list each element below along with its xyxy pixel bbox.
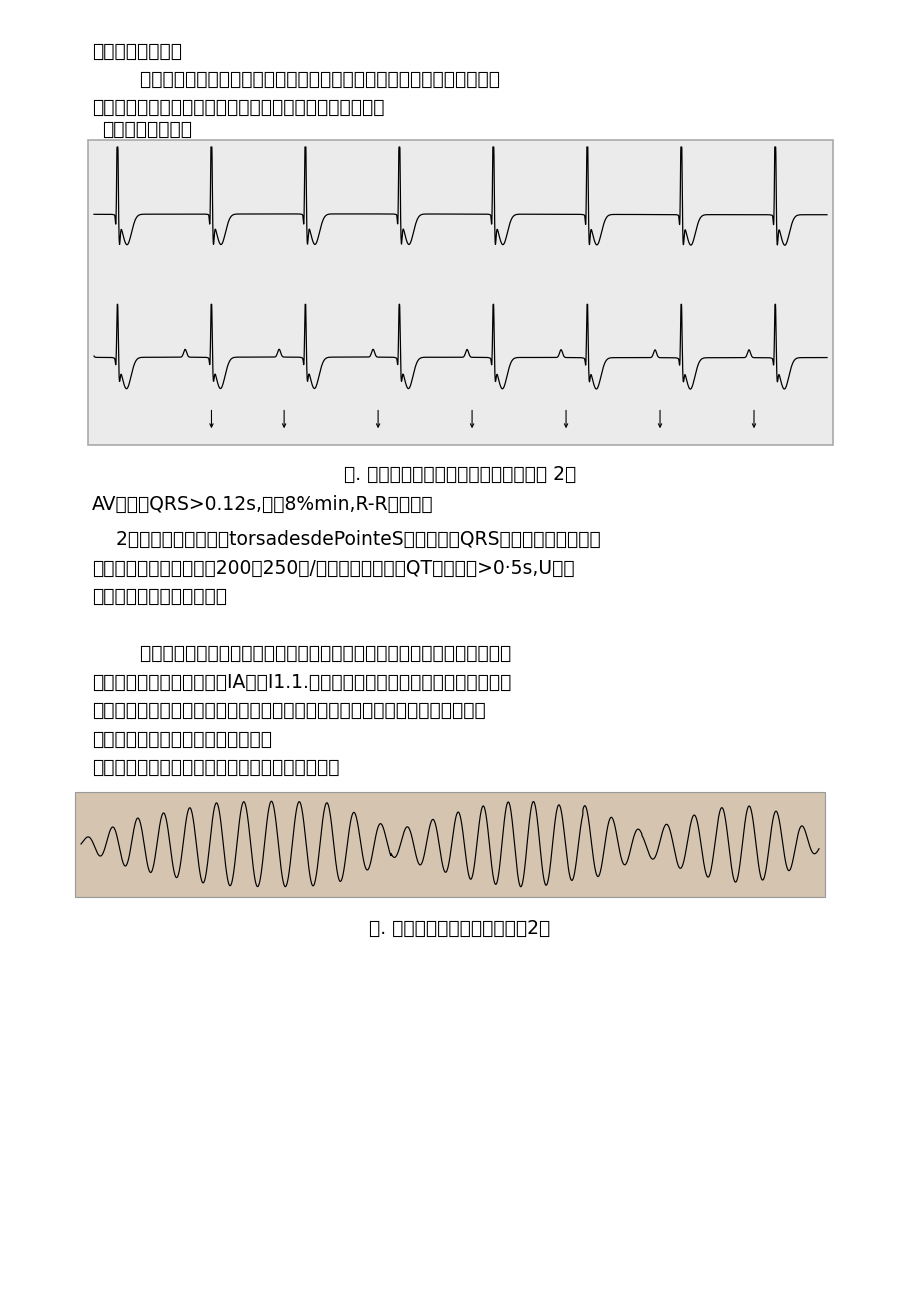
Text: 图. 加速性室性自主节律（来源参考文献 2）: 图. 加速性室性自主节律（来源参考文献 2） — [344, 464, 575, 484]
Text: 2）尖端扭转型室速（torsadesdePointeS）：发作时QRS波振幅与波峰呈周期: 2）尖端扭转型室速（torsadesdePointeS）：发作时QRS波振幅与波… — [92, 530, 600, 549]
Text: 性改变，呈扭转样，频率200～250次/分。其他特征包括QT间期通常>0·5s,U波显: 性改变，呈扭转样，频率200～250次/分。其他特征包括QT间期通常>0·5s,… — [92, 558, 574, 578]
Text: 抗心律失常治疗。: 抗心律失常治疗。 — [102, 120, 192, 139]
Text: 图. 扭转型室速（来源参考文献2）: 图. 扭转型室速（来源参考文献2） — [369, 919, 550, 938]
Text: 病因分为先天性和获得性。先天性包括：多种编码钠、钾离子通道的基因突: 病因分为先天性和获得性。先天性包括：多种编码钠、钾离子通道的基因突 — [92, 644, 511, 664]
Text: 热与洋地黄中毒。患者一般无症状也不影响预后，通常无需: 热与洋地黄中毒。患者一般无症状也不影响预后，通常无需 — [92, 98, 384, 117]
Text: 谢性（电解质紊乱，如低钾血症、低镁血症）等。: 谢性（电解质紊乱，如低钾血症、低镁血症）等。 — [92, 758, 339, 777]
Text: 著。可发展为室颤和猝死。: 著。可发展为室颤和猝死。 — [92, 587, 227, 606]
Bar — [75, 791, 824, 896]
Text: AV分离，QRS>0.12s,速率8%min,R-R基本规则: AV分离，QRS>0.12s,速率8%min,R-R基本规则 — [92, 494, 433, 514]
Text: 间歇）、神经源性（颅内病变）及代: 间歇）、神经源性（颅内病变）及代 — [92, 730, 272, 748]
Bar — [88, 141, 832, 445]
Text: 室夺获也很常见。: 室夺获也很常见。 — [92, 42, 182, 61]
Text: 变。获得性包括：药源性（IA类或I1.1.类抗心律失常药物、三环类抗抑郁药、大: 变。获得性包括：药源性（IA类或I1.1.类抗心律失常药物、三环类抗抑郁药、大 — [92, 673, 511, 692]
Text: 环内酯类抗生素、抗组胺药、抗肿瘤药物、乌头碱等）、心源性（心动过缓伴长: 环内酯类抗生素、抗组胺药、抗肿瘤药物、乌头碱等）、心源性（心动过缓伴长 — [92, 701, 485, 719]
Text: 本型室速通常发生于急性心肌梗死再灌注期间、心脏手术、心肌病、风湿: 本型室速通常发生于急性心肌梗死再灌注期间、心脏手术、心肌病、风湿 — [92, 70, 499, 88]
